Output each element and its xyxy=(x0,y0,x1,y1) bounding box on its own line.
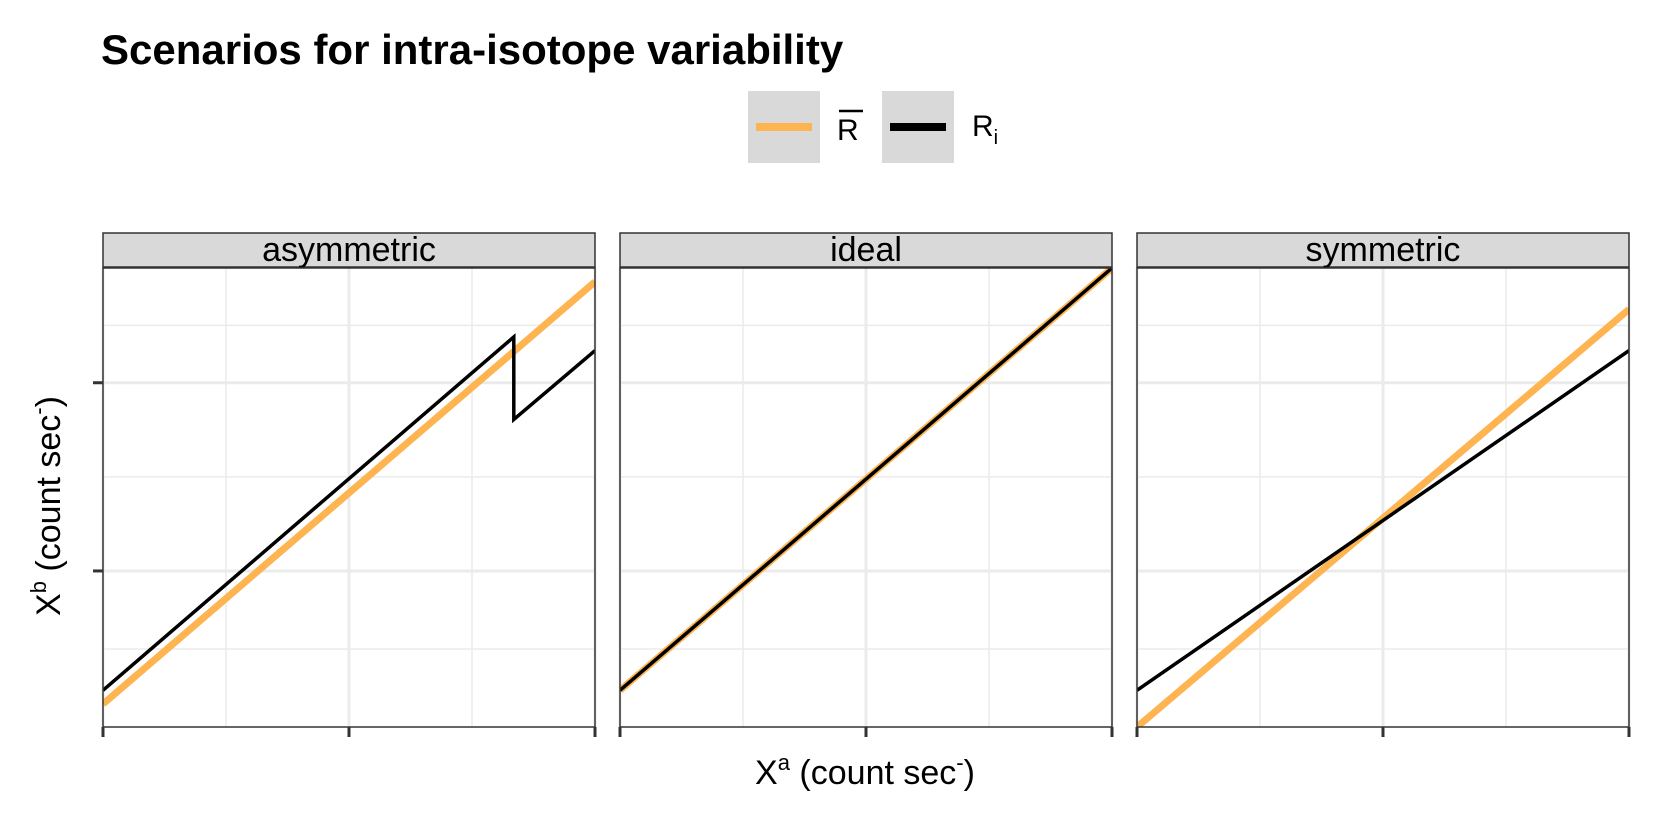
strip-label-symmetric: symmetric xyxy=(1306,231,1461,269)
facet-panels: asymmetric ideal symmetric xyxy=(93,231,1631,737)
series-line-mean xyxy=(1137,306,1629,727)
series-line-individual xyxy=(620,268,1112,692)
series-line-individual xyxy=(103,333,595,692)
panel-ideal: ideal xyxy=(618,231,1114,737)
legend-label-mean: R xyxy=(837,114,859,147)
x-axis-title: Xa (count sec-) xyxy=(755,750,975,792)
panel-symmetric: symmetric xyxy=(1135,231,1631,737)
series-line-individual xyxy=(1137,349,1629,692)
y-axis-title: Xb (count sec-) xyxy=(26,396,68,616)
strip-asymmetric xyxy=(102,232,596,268)
strip-label-ideal: ideal xyxy=(830,231,902,269)
legend-label-individual: Ri xyxy=(972,110,998,149)
strip-label-asymmetric: asymmetric xyxy=(262,231,436,269)
chart-title: Scenarios for intra-isotope variability xyxy=(101,26,844,73)
panel-asymmetric: asymmetric xyxy=(93,231,597,737)
strip-symmetric xyxy=(1136,232,1630,268)
legend: R Ri xyxy=(748,91,998,163)
strip-ideal xyxy=(619,232,1113,268)
